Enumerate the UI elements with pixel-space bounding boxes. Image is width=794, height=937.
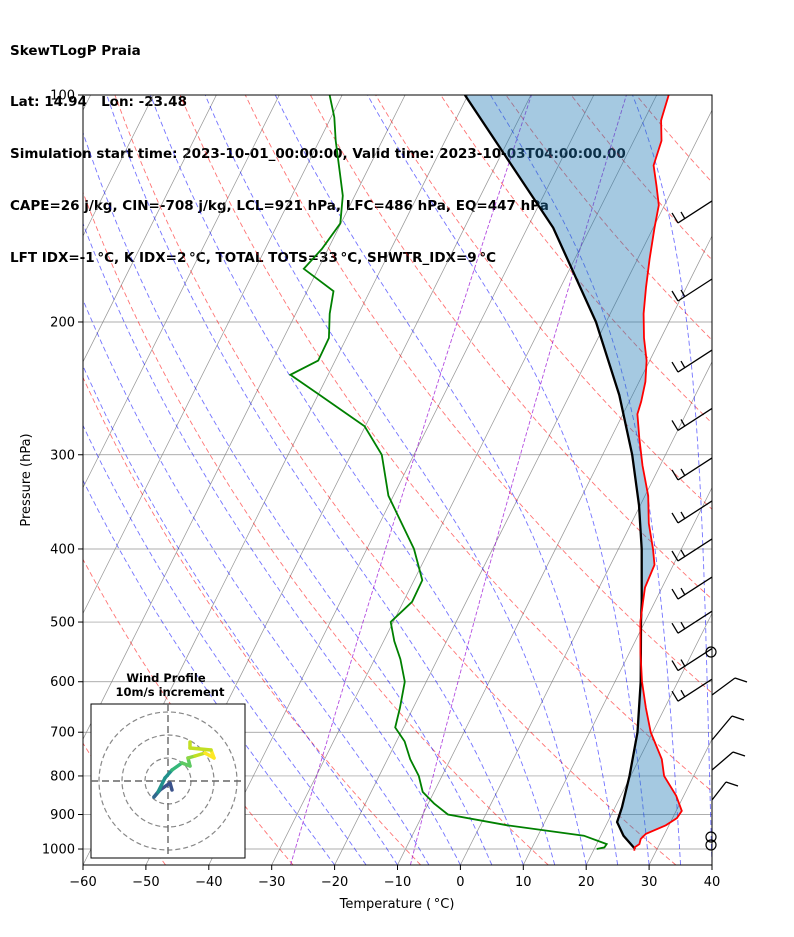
x-tick-label: −40 [195, 875, 222, 890]
mixing-ratio-line [409, 95, 627, 865]
dry-adiabat-line [310, 95, 712, 600]
isotherm-line [397, 235, 712, 865]
y-tick-label: 600 [50, 675, 75, 690]
y-axis-label: Pressure (hPa) [19, 433, 34, 526]
y-tick-label: 1000 [42, 843, 75, 858]
x-tick-label: 10 [515, 875, 532, 890]
moist-adiabat-line [106, 95, 524, 865]
wind-barb [711, 751, 746, 771]
x-tick-label: −30 [258, 875, 285, 890]
wind-barb [671, 500, 713, 524]
wind-barb [711, 781, 739, 801]
isotherm-line [83, 95, 217, 363]
wind-barb [671, 457, 713, 481]
temperature-profile-line [633, 95, 683, 851]
wind-barb [671, 278, 713, 302]
isotherm-line [460, 361, 712, 865]
moist-adiabat-line [83, 298, 430, 865]
wind-barb [671, 610, 713, 634]
isotherm-line [83, 95, 280, 489]
wind-barb [711, 677, 748, 696]
dry-adiabat-line [179, 95, 712, 792]
dry-adiabat-line [375, 95, 712, 510]
hodograph-segment [156, 776, 167, 794]
moist-adiabat-line [83, 131, 493, 865]
y-tick-label: 700 [50, 726, 75, 741]
inset-title: Wind Profile [126, 671, 206, 685]
wind-barb [671, 349, 713, 373]
hodograph-segment [170, 761, 184, 772]
calm-wind-marker [705, 646, 717, 658]
inset-subtitle: 10m/s increment [116, 685, 225, 699]
chart-title-station: SkewTLogP Praia [10, 42, 141, 59]
wind-profile-inset: Wind Profile 10m/s increment [90, 671, 246, 859]
isotherm-line [711, 864, 712, 865]
wind-barb [671, 538, 713, 562]
moist-adiabat-line [83, 222, 461, 865]
x-tick-label: −50 [132, 875, 159, 890]
y-tick-label: 100 [50, 89, 75, 104]
moist-adiabat-line [150, 95, 556, 865]
x-tick-label: −10 [384, 875, 411, 890]
y-tick-label: 800 [50, 769, 75, 784]
isotherm-line [83, 95, 154, 237]
calm-wind-marker [705, 839, 717, 851]
dewpoint-profile-line [288, 95, 609, 850]
chart-title-indices-2: LFT IDX=-1 °C, K IDX=2 °C, TOTAL TOTS=33… [10, 250, 496, 267]
isotherm-line [83, 95, 343, 615]
x-tick-label: −60 [69, 875, 96, 890]
moist-adiabat-line [274, 95, 619, 865]
dry-adiabat-line [635, 95, 712, 183]
isotherm-line [522, 486, 712, 865]
axes: −60 −50 −40 −30 −20 −10 0 10 20 30 40 100 200 300 400 5… [42, 89, 720, 891]
isotherm-line [208, 95, 595, 865]
isotherm-line [83, 95, 91, 111]
y-tick-label: 500 [50, 616, 75, 631]
dry-adiabat-line [244, 95, 712, 694]
isotherm-line [585, 612, 712, 865]
chart-title-location: Lat: 14.94 Lon: -23.48 [10, 94, 187, 111]
y-tick-label: 400 [50, 542, 75, 557]
x-tick-label: 30 [641, 875, 658, 890]
parcel-profile-line [463, 95, 643, 850]
y-tick-label: 200 [50, 315, 75, 330]
moist-adiabat-line [632, 95, 712, 865]
hodograph-segment [158, 781, 172, 792]
x-tick-label: 20 [578, 875, 595, 890]
hodograph-segment [163, 768, 174, 780]
moist-adiabat-line [83, 424, 367, 865]
moist-adiabat-line [83, 364, 398, 865]
dry-adiabat-line [83, 376, 422, 865]
mixing-ratio-line [290, 95, 532, 865]
x-tick-label: 0 [456, 875, 464, 890]
hodograph-segment [188, 746, 213, 752]
dry-adiabat-line [114, 95, 677, 865]
moist-adiabat-line [204, 95, 587, 865]
x-tick-label: 40 [704, 875, 721, 890]
moist-adiabat-line [83, 479, 335, 865]
wind-barbs [671, 200, 748, 851]
wind-barb [671, 678, 713, 702]
y-tick-label: 300 [50, 448, 75, 463]
wind-barb [671, 576, 713, 600]
calm-wind-marker [705, 831, 717, 843]
chart-title-times: Simulation start time: 2023-10-01_00:00:… [10, 146, 626, 163]
x-tick-label: −20 [321, 875, 348, 890]
x-axis-label: Temperature ( °C) [339, 897, 455, 912]
wind-barb [671, 407, 713, 431]
chart-title-block: SkewTLogP Praia Lat: 14.94 Lon: -23.48 S… [10, 8, 626, 285]
wind-barb [711, 715, 745, 741]
isotherm-line [271, 95, 658, 865]
isotherm-line [648, 738, 712, 865]
chart-title-indices-1: CAPE=26 j/kg, CIN=-708 j/kg, LCL=921 hPa… [10, 198, 549, 215]
wind-barb [671, 200, 713, 224]
isotherm-line [334, 109, 712, 865]
cape-shading [464, 95, 682, 849]
y-tick-label: 900 [50, 808, 75, 823]
